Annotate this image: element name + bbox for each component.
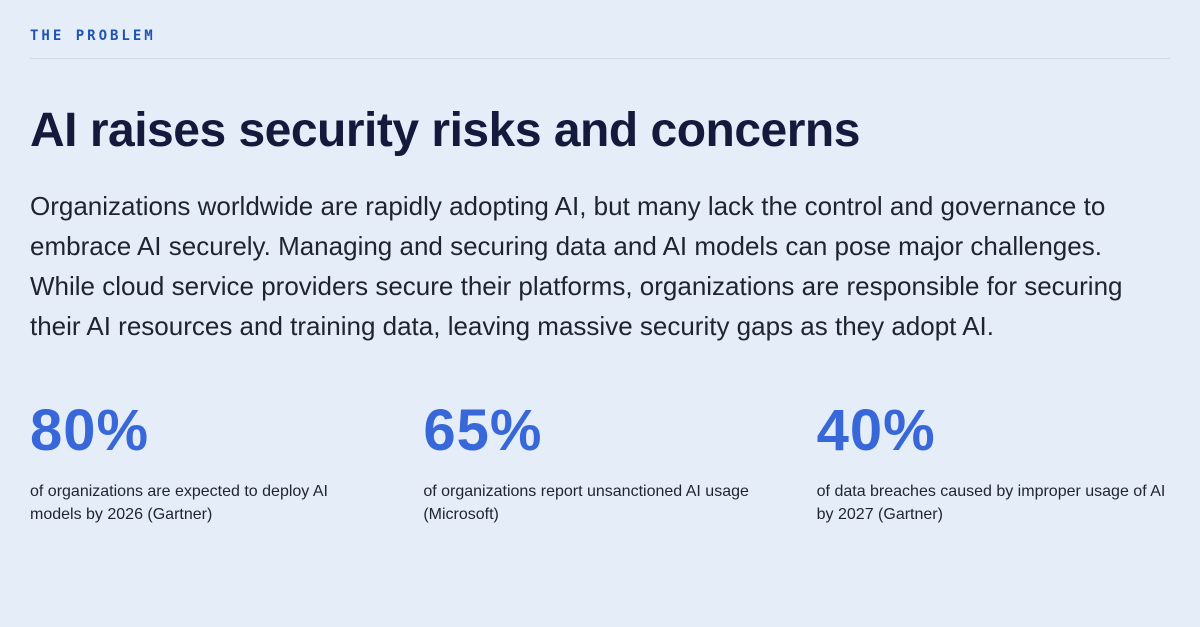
stat-description: of data breaches caused by improper usag… xyxy=(816,483,1166,523)
section-divider xyxy=(30,58,1170,59)
stat-description: of organizations are expected to deploy … xyxy=(30,483,328,523)
stat-value: 80% xyxy=(30,398,150,463)
stat-description: of organizations report unsanctioned AI … xyxy=(423,483,749,523)
stats-row: 80% of organizations are expected to dep… xyxy=(30,402,1170,526)
stat-card-deploy: 80% of organizations are expected to dep… xyxy=(30,402,383,526)
stat-card-unsanctioned: 65% of organizations report unsanctioned… xyxy=(423,402,776,526)
stat-card-breaches: 40% of data breaches caused by improper … xyxy=(817,402,1170,526)
intro-paragraph: Organizations worldwide are rapidly adop… xyxy=(30,191,1123,341)
section-title: AI raises security risks and concerns xyxy=(30,104,860,157)
stat-value: 40% xyxy=(816,398,936,463)
section-eyebrow-label: THE PROBLEM xyxy=(30,28,156,44)
stat-value: 65% xyxy=(423,398,543,463)
